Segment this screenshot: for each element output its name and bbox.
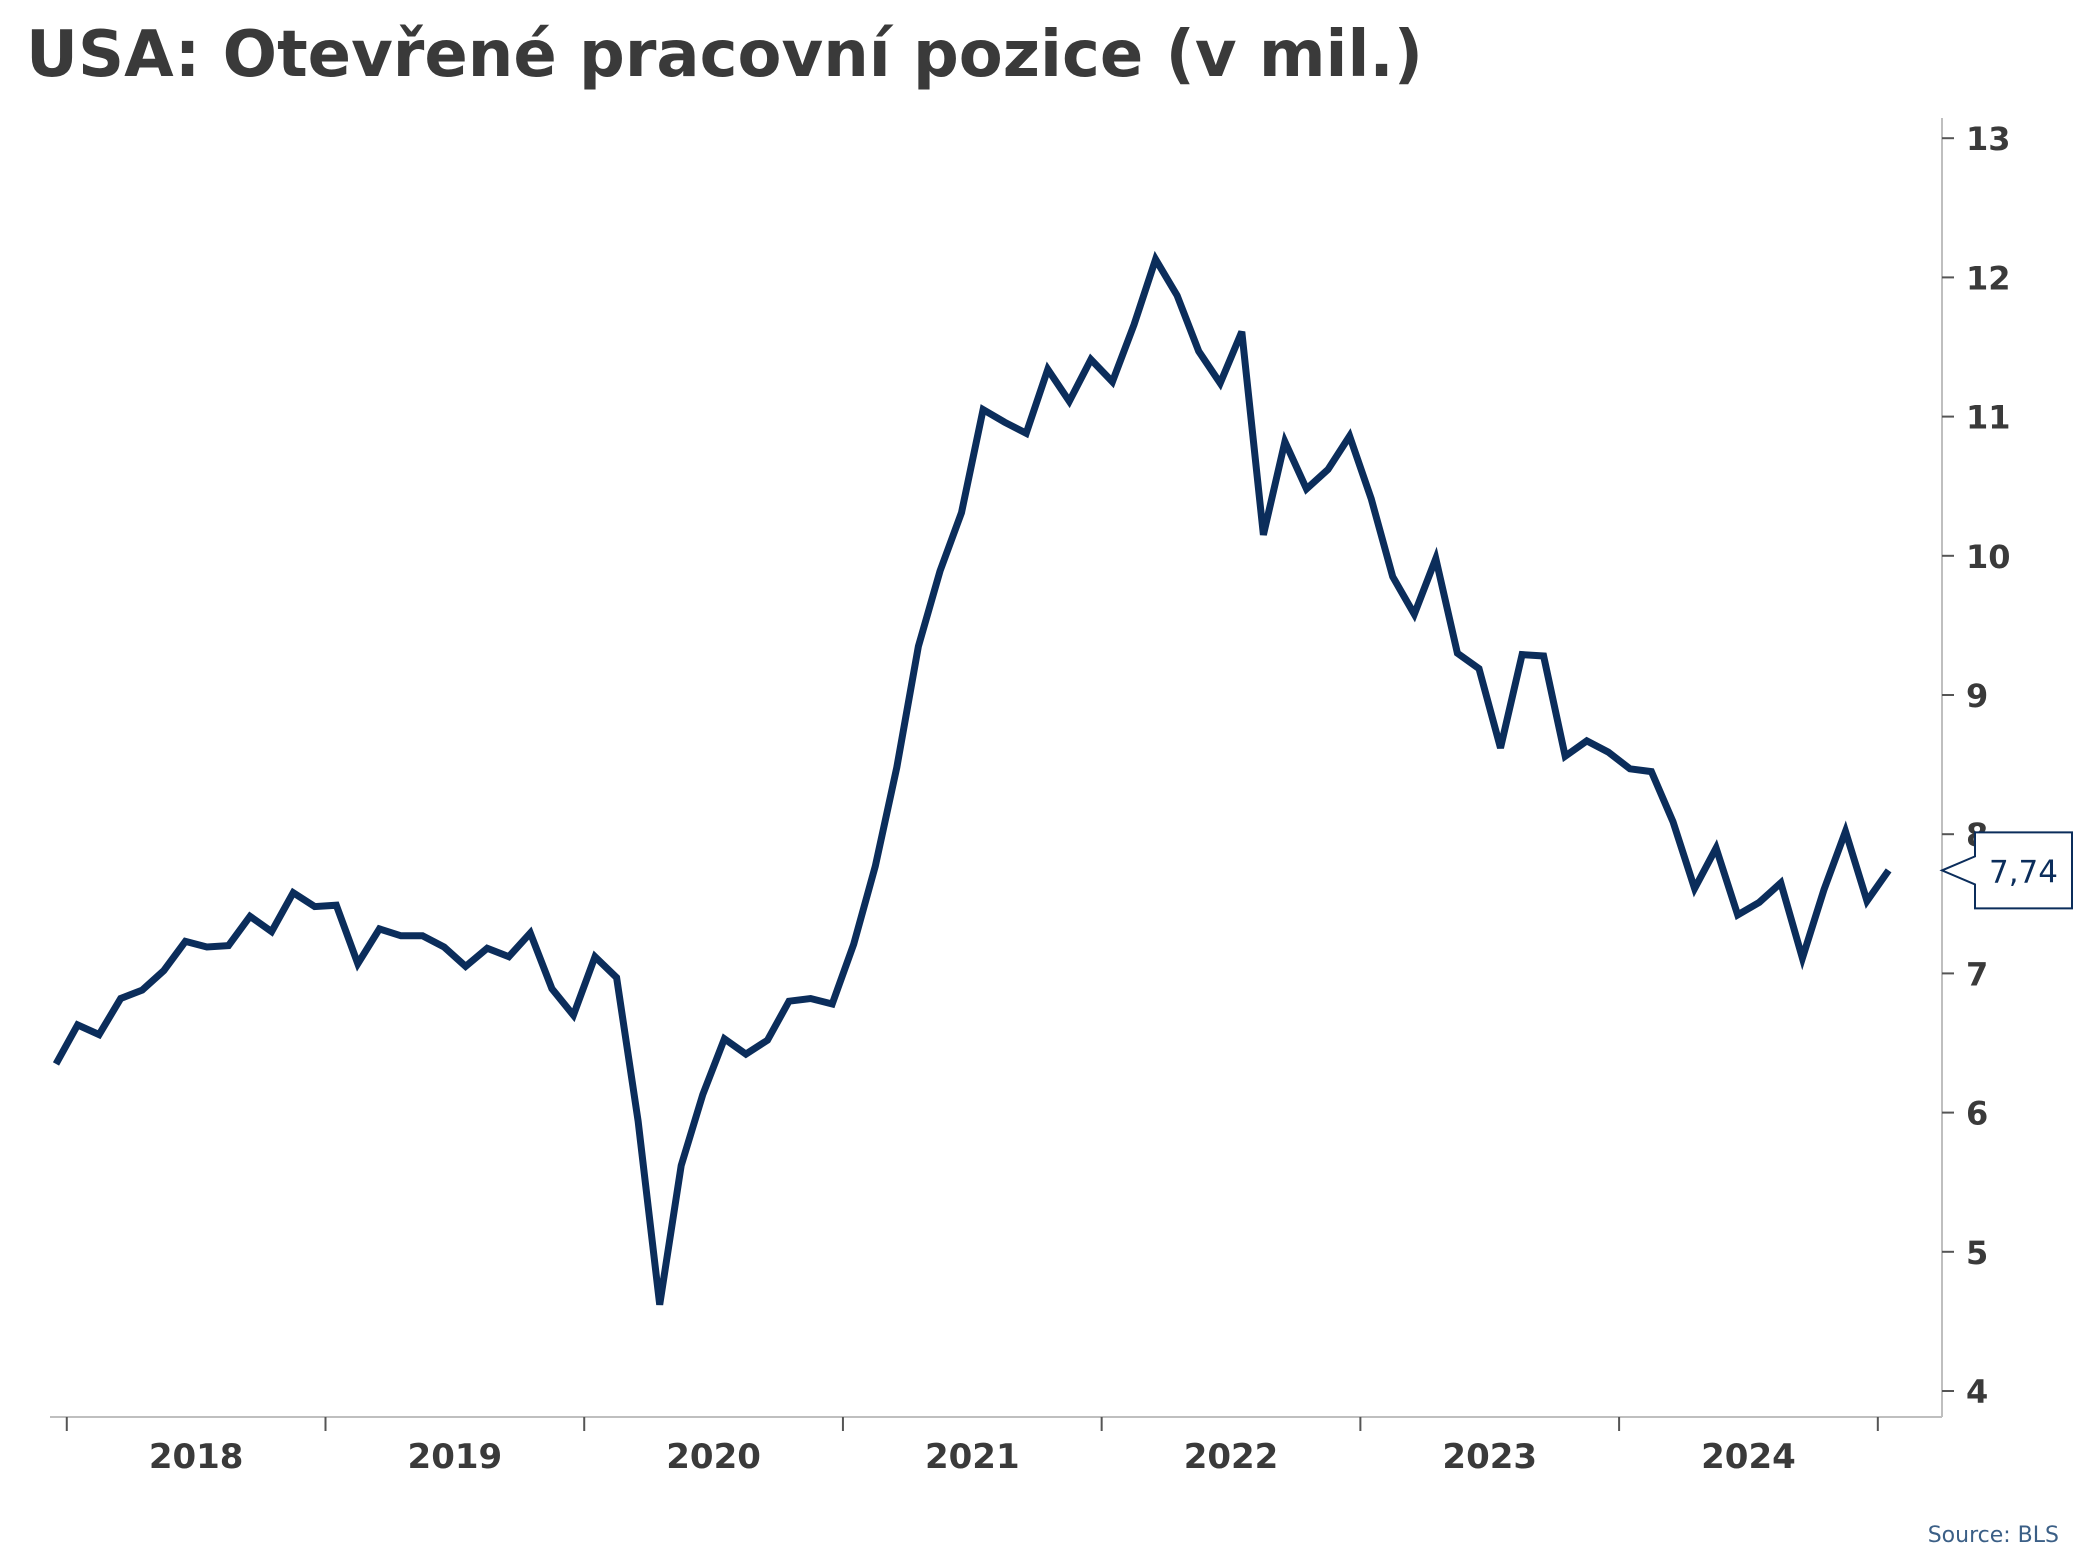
y-tick-label: 11 bbox=[1966, 399, 2011, 437]
series-line bbox=[52, 250, 1892, 1306]
last-value-label: 7,74 bbox=[1989, 854, 2058, 890]
x-axis: 2018 2019 2020 2021 2022 2023 2024 bbox=[50, 1416, 1942, 1477]
y-tick-label: 7 bbox=[1966, 955, 1988, 993]
y-axis: 45678910111213 bbox=[1941, 118, 2011, 1417]
y-tick-label: 4 bbox=[1966, 1373, 1988, 1411]
source-note: Source: BLS bbox=[1927, 1523, 2059, 1548]
last-value-callout: 7,74 bbox=[1939, 831, 2073, 910]
callout-box bbox=[1939, 831, 2073, 910]
y-tick-label: 10 bbox=[1966, 538, 2011, 576]
series-layer bbox=[52, 250, 1892, 1306]
y-tick-label: 13 bbox=[1966, 120, 2011, 158]
chart-title: USA: Otevřené pracovní pozice (v mil.) bbox=[26, 18, 1423, 92]
y-tick-label: 5 bbox=[1966, 1234, 1988, 1272]
x-tick-label: 2024 bbox=[1701, 1437, 1796, 1477]
x-tick-label: 2022 bbox=[1184, 1437, 1279, 1477]
x-tick-label: 2019 bbox=[408, 1437, 503, 1477]
x-tick-label: 2021 bbox=[925, 1437, 1020, 1477]
x-tick-label: 2018 bbox=[149, 1437, 244, 1477]
y-tick-label: 6 bbox=[1966, 1095, 1988, 1133]
x-tick-label: 2023 bbox=[1442, 1437, 1537, 1477]
x-tick-label: 2020 bbox=[666, 1437, 761, 1477]
y-tick-label: 12 bbox=[1966, 259, 2011, 297]
y-tick-label: 9 bbox=[1966, 677, 1988, 715]
